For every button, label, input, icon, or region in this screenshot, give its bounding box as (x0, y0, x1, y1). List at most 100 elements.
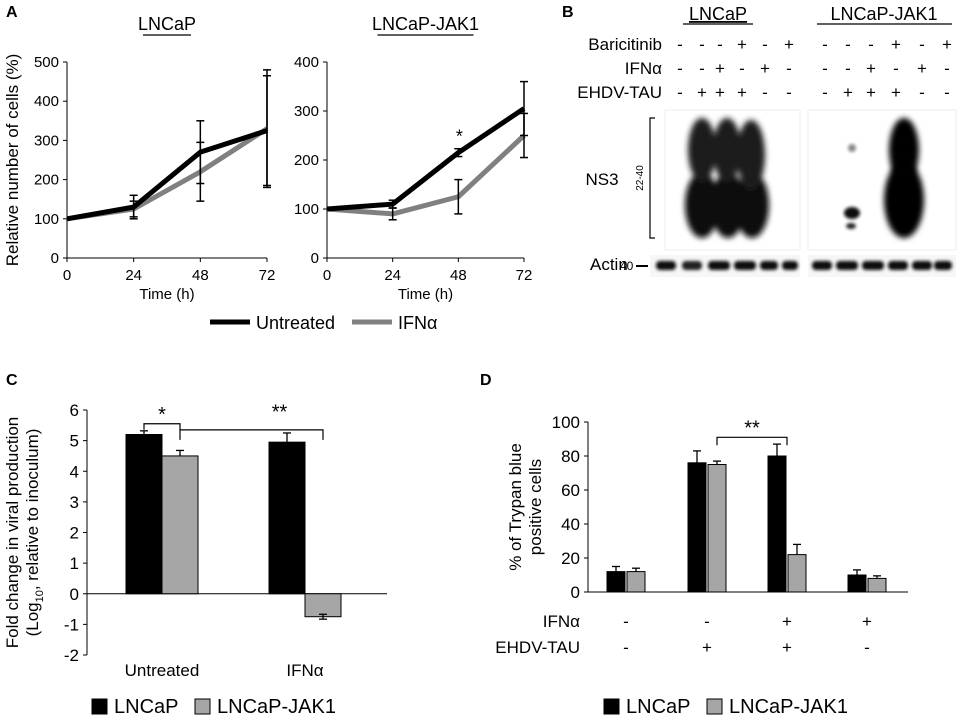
y-axis-label-2: positive cells (526, 459, 545, 555)
blot-sign: + (784, 35, 794, 54)
y-tick-label: 200 (294, 152, 319, 169)
blot-sign: - (677, 35, 683, 54)
y-tick-label: 60 (561, 481, 580, 500)
y-tick-label: 300 (294, 103, 319, 120)
bar (161, 455, 199, 595)
blot-sign: - (822, 59, 828, 78)
condition-sign: - (623, 638, 629, 657)
blot-sign: + (715, 83, 725, 102)
blot-sign: + (715, 59, 725, 78)
y-tick-label: 3 (70, 493, 79, 512)
blot-sign: - (944, 59, 950, 78)
significance-bracket (179, 429, 324, 440)
panel-letter-b: B (562, 4, 574, 21)
bar (707, 464, 727, 593)
bar (687, 462, 707, 593)
condition-sign: - (864, 638, 870, 657)
blot-sign: - (762, 35, 768, 54)
actin-marker: 40 (620, 259, 634, 273)
blot-sign: - (717, 35, 723, 54)
blot-sign: + (942, 35, 952, 54)
x-tick-label: 72 (259, 267, 276, 284)
significance-marker: ** (744, 417, 760, 439)
bar (606, 571, 626, 593)
bar (767, 455, 787, 593)
blot-sign: + (891, 83, 901, 102)
legend-swatch (194, 698, 211, 715)
y-axis-label-2: (Log10, relative to inoculum) (23, 429, 46, 637)
significance-bracket (716, 436, 788, 446)
bar (787, 554, 807, 593)
y-axis-label: % of Trypan blue (506, 443, 525, 571)
y-tick-label: 4 (70, 462, 79, 481)
blot-sign: - (919, 83, 925, 102)
blot-sign: + (737, 35, 747, 54)
y-tick-label: 0 (51, 250, 59, 267)
series-line (326, 133, 526, 217)
condition-sign: + (862, 612, 872, 631)
y-tick-label: 20 (561, 549, 580, 568)
panel-letter-a: A (6, 4, 18, 21)
y-tick-label: 400 (294, 54, 319, 71)
condition-sign: + (782, 638, 792, 657)
blot-header-lncap-jak1: LNCaP-JAK1 (830, 4, 937, 24)
y-tick-label: 0 (70, 585, 79, 604)
panel-letter-c: C (6, 372, 18, 389)
blot-sign: + (697, 83, 707, 102)
blot-sign: - (919, 35, 925, 54)
category-label: Untreated (125, 661, 200, 680)
y-tick-label: 80 (561, 447, 580, 466)
legend-a: Untreated IFNα (210, 313, 437, 333)
x-tick-label: 0 (63, 267, 71, 284)
blot-sign: + (760, 59, 770, 78)
blot-sign: - (739, 59, 745, 78)
bar (268, 441, 306, 595)
blot-sign: - (822, 35, 828, 54)
condition-sign: + (702, 638, 712, 657)
legend-label: LNCaP (114, 696, 178, 718)
blot-sign: - (786, 59, 792, 78)
blot-sign: + (737, 83, 747, 102)
bar (847, 574, 867, 593)
legend-label-ifn: IFNα (398, 313, 437, 333)
blot-sign: + (866, 83, 876, 102)
legend-label: LNCaP (626, 696, 690, 718)
blot-sign: - (893, 59, 899, 78)
line-chart-lncap: LNCaP 0 100 200 300 400 500 0 24 48 72 Time (h) Rela… (3, 14, 275, 303)
category-label: IFNα (286, 661, 323, 680)
condition-sign: - (704, 612, 710, 631)
y-tick-label: 5 (70, 432, 79, 451)
blot-sign: - (868, 35, 874, 54)
y-tick-label: 0 (571, 583, 580, 602)
x-axis-label: Time (h) (139, 286, 194, 303)
line-chart-lncap-jak1: LNCaP-JAK1 0 100 200 300 400 0 24 48 72 Time (h) * (294, 14, 532, 303)
chart-title: LNCaP-JAK1 (372, 14, 479, 34)
blot-sign: + (866, 59, 876, 78)
bar-chart-viral-production: -2 -1 0 1 2 3 4 5 6 Fold change in viral producti… (3, 401, 387, 718)
condition-sign: + (782, 612, 792, 631)
x-tick-label: 24 (384, 267, 401, 284)
y-tick-label: 2 (70, 524, 79, 543)
ns3-marker: 22-40 (635, 165, 646, 191)
significance-marker: * (456, 127, 463, 147)
bar (867, 577, 887, 593)
actin-label: Actin (590, 255, 628, 274)
chart-title: LNCaP (138, 14, 196, 34)
panel-letter-d: D (480, 372, 492, 389)
blot-condition-label: IFNα (625, 59, 662, 78)
y-tick-label: 100 (294, 201, 319, 218)
blot-sign: - (677, 59, 683, 78)
bar (125, 434, 163, 595)
condition-sign: - (623, 612, 629, 631)
y-axis-label: Relative number of cells (%) (3, 54, 22, 267)
ns3-bands-left (685, 118, 769, 238)
significance-marker: * (158, 404, 166, 426)
actin-bands (656, 261, 952, 270)
blot-sign: - (699, 59, 705, 78)
series-line (326, 106, 526, 212)
legend-label-untreated: Untreated (256, 313, 335, 333)
x-tick-label: 72 (516, 267, 533, 284)
blot-sign: - (762, 83, 768, 102)
y-tick-label: 400 (34, 93, 59, 110)
